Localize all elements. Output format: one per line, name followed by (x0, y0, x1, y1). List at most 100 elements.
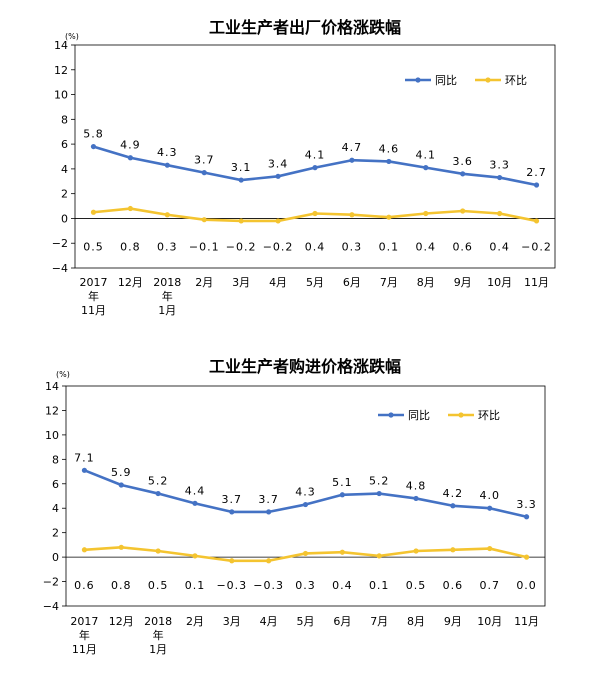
ppi-input-chart: 工业生产者购进价格涨跌幅(%)−4−2024681012142017年11月12… (43, 357, 546, 656)
data-label-mom: −0.2 (263, 240, 294, 253)
data-label-yoy: 4.6 (379, 142, 400, 155)
x-tick-label: 11月 (72, 643, 97, 656)
data-label-mom: 0.3 (157, 240, 178, 253)
x-tick-label: 6月 (333, 615, 351, 628)
chart-title: 工业生产者出厂价格涨跌幅 (209, 18, 401, 37)
data-point (349, 212, 355, 218)
data-label-mom: 0.5 (83, 240, 104, 253)
data-point (275, 173, 281, 179)
x-tick-label: 2018 (153, 276, 181, 289)
data-point (523, 554, 530, 560)
data-point (413, 548, 419, 554)
y-tick-label: −4 (43, 600, 59, 613)
y-tick-label: 12 (45, 404, 59, 417)
y-tick-label: 2 (52, 527, 59, 540)
legend-label: 同比 (435, 74, 457, 87)
data-label-mom: 0.5 (406, 579, 427, 592)
y-tick-label: 8 (52, 453, 59, 466)
data-label-yoy: 4.7 (342, 141, 363, 154)
plot-frame (65, 385, 546, 607)
data-point (460, 208, 466, 214)
y-unit-label: (%) (56, 370, 70, 379)
data-point (376, 490, 382, 497)
x-tick-label: 3月 (223, 615, 241, 628)
data-label-mom: 0.5 (148, 579, 169, 592)
data-label-mom: −0.2 (226, 240, 257, 253)
data-point (81, 467, 88, 473)
x-tick-label: 2018 (144, 615, 172, 628)
y-tick-label: 4 (52, 502, 59, 515)
data-point (497, 174, 503, 181)
data-label-mom: −0.3 (253, 579, 284, 592)
x-tick-label: 9月 (444, 615, 462, 628)
x-tick-label: 1月 (158, 304, 176, 317)
ppi-output-chart: 工业生产者出厂价格涨跌幅(%)−4−2024681012142017年11月12… (52, 18, 556, 317)
data-point (339, 492, 345, 498)
data-point (229, 509, 235, 515)
data-point (238, 218, 244, 224)
data-point (533, 182, 540, 188)
data-point (376, 553, 382, 559)
data-label-yoy: 4.9 (120, 139, 141, 152)
data-point (155, 490, 161, 497)
x-tick-label: 11月 (514, 615, 539, 628)
data-point (90, 143, 97, 150)
data-label-mom: 0.1 (185, 579, 206, 592)
legend-marker (485, 77, 491, 83)
data-point (266, 509, 272, 515)
data-label-yoy: 7.1 (74, 451, 95, 464)
legend-marker (458, 412, 464, 418)
data-label-yoy: 4.3 (295, 486, 316, 499)
data-point (90, 209, 97, 215)
data-point (118, 544, 124, 550)
data-point (450, 547, 456, 553)
data-label-mom: −0.1 (189, 240, 220, 253)
data-label-yoy: 2.7 (526, 166, 547, 179)
data-label-yoy: 4.8 (406, 479, 427, 492)
data-label-yoy: 3.3 (489, 159, 510, 172)
data-point (164, 212, 170, 218)
y-tick-label: 0 (52, 551, 59, 564)
x-tick-label: 7月 (380, 276, 398, 289)
y-tick-label: 10 (45, 429, 59, 442)
legend-marker (388, 412, 394, 418)
data-label-yoy: 3.7 (222, 493, 243, 506)
y-tick-label: 2 (61, 188, 68, 201)
data-label-yoy: 5.1 (332, 476, 353, 489)
data-point (266, 558, 272, 564)
x-tick-label: 12月 (109, 615, 134, 628)
y-tick-label: −2 (43, 576, 59, 589)
data-point (229, 558, 235, 564)
data-point (127, 155, 133, 161)
data-label-yoy: 4.1 (416, 149, 437, 162)
x-tick-label: 5月 (297, 615, 315, 628)
data-point (386, 158, 392, 165)
data-label-mom: 0.8 (120, 240, 141, 253)
data-point (349, 157, 355, 163)
data-label-mom: 0.1 (369, 579, 390, 592)
data-label-yoy: 5.8 (83, 128, 104, 141)
data-label-yoy: 5.2 (148, 475, 169, 488)
x-tick-label: 9月 (454, 276, 472, 289)
x-tick-label: 5月 (306, 276, 324, 289)
data-label-mom: 0.4 (332, 579, 353, 592)
x-tick-label: 3月 (232, 276, 250, 289)
plot-frame (74, 44, 556, 269)
data-label-yoy: 3.4 (268, 157, 289, 170)
y-tick-label: 12 (54, 64, 68, 77)
data-label-mom: 0.4 (416, 240, 437, 253)
data-label-mom: 0.6 (74, 579, 95, 592)
y-tick-label: 6 (61, 138, 68, 151)
y-tick-label: 14 (45, 380, 59, 393)
x-tick-label: 2月 (195, 276, 213, 289)
data-label-mom: 0.3 (342, 240, 363, 253)
data-label-yoy: 3.3 (516, 498, 537, 511)
data-point (533, 218, 540, 224)
data-label-mom: 0.1 (379, 240, 400, 253)
x-tick-label: 4月 (269, 276, 287, 289)
data-label-yoy: 5.9 (111, 466, 132, 479)
data-point (312, 165, 318, 171)
data-label-mom: 0.7 (479, 579, 500, 592)
y-tick-label: 0 (61, 212, 68, 225)
data-point (192, 553, 198, 559)
